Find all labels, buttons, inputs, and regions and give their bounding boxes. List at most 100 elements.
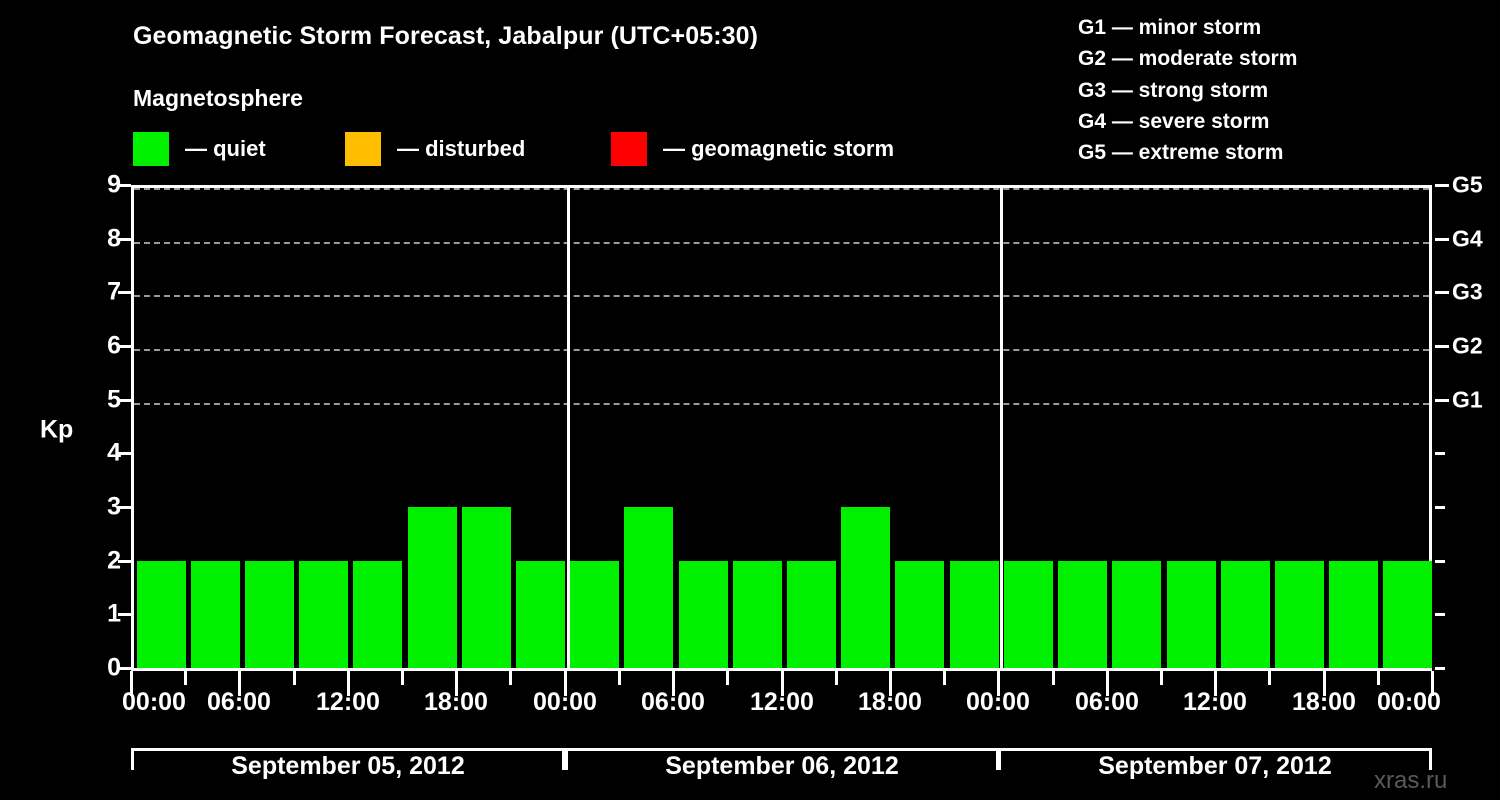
x-tick <box>1377 671 1380 685</box>
x-tick-label: 18:00 <box>424 688 488 716</box>
gscale-item-g4: G4 — severe storm <box>1078 109 1270 133</box>
bar <box>787 561 836 668</box>
x-tick <box>238 671 241 696</box>
y-tick-label: 5 <box>107 385 121 414</box>
gscale-legend: G1 — minor storm G2 — moderate storm G3 … <box>1078 12 1498 168</box>
g-axis-tick <box>1435 506 1445 509</box>
day-divider <box>1000 185 1003 668</box>
x-tick <box>347 671 350 696</box>
bar <box>1383 561 1432 668</box>
bar <box>1221 561 1270 668</box>
x-tick-label: 06:00 <box>1075 688 1139 716</box>
bar <box>733 561 782 668</box>
x-tick-label: 18:00 <box>858 688 922 716</box>
page-title: Geomagnetic Storm Forecast, Jabalpur (UT… <box>133 22 759 50</box>
x-axis-line <box>131 668 1432 671</box>
red-square-swatch-icon <box>611 132 647 166</box>
g-axis-tick <box>1435 291 1449 294</box>
legend-item-storm: — geomagnetic storm <box>611 131 894 167</box>
y-tick <box>118 667 131 670</box>
y-tick <box>118 452 131 455</box>
g-axis-label-g2: G2 <box>1452 332 1483 359</box>
x-tick-label: 00:00 <box>966 688 1030 716</box>
y-tick <box>118 291 131 294</box>
x-tick <box>835 671 838 685</box>
gscale-item-g1: G1 — minor storm <box>1078 16 1262 39</box>
legend-label-quiet: — quiet <box>185 136 266 161</box>
bar <box>516 561 565 668</box>
x-tick <box>130 671 133 696</box>
x-tick <box>509 671 512 685</box>
x-tick-label: 00:00 <box>122 688 186 716</box>
gridline-kp-5 <box>134 402 1429 405</box>
x-tick <box>889 671 892 696</box>
bar <box>462 507 511 668</box>
g-axis-tick <box>1435 613 1445 616</box>
x-tick <box>1323 671 1326 696</box>
x-tick <box>1268 671 1271 685</box>
legend-item-quiet: — quiet <box>133 131 266 167</box>
x-tick <box>1160 671 1163 685</box>
watermark: xras.ru <box>1374 767 1448 794</box>
g-axis-label-g1: G1 <box>1452 386 1483 413</box>
bar <box>1329 561 1378 668</box>
x-tick <box>1106 671 1109 696</box>
bar <box>950 561 999 668</box>
bar <box>137 561 186 668</box>
x-tick <box>726 671 729 685</box>
y-tick <box>118 560 131 563</box>
bar <box>1058 561 1107 668</box>
x-tick-label: 06:00 <box>641 688 705 716</box>
x-tick <box>293 671 296 685</box>
x-tick <box>943 671 946 685</box>
legend-label-disturbed: — disturbed <box>397 136 526 161</box>
bar-series <box>134 188 1432 668</box>
y-tick-label: 4 <box>107 438 121 467</box>
day-divider <box>567 185 570 668</box>
gscale-item-g3: G3 — strong storm <box>1078 78 1269 102</box>
g-axis-tick <box>1435 560 1445 563</box>
green-square-swatch-icon <box>133 132 169 166</box>
g-axis-tick <box>1435 667 1445 670</box>
y-tick <box>118 506 131 509</box>
g-axis-tick <box>1435 238 1449 241</box>
gridline-kp-7 <box>134 295 1429 298</box>
bar <box>1167 561 1216 668</box>
g-axis-label-g5: G5 <box>1452 171 1483 198</box>
gridline-kp-6 <box>134 349 1429 351</box>
y-tick-label: 6 <box>107 331 121 360</box>
day-bracket <box>998 748 1432 770</box>
bar <box>1275 561 1324 668</box>
g-axis-tick <box>1435 399 1449 402</box>
g-axis-tick <box>1435 345 1449 348</box>
legend-label-storm: — geomagnetic storm <box>663 136 895 161</box>
x-tick <box>401 671 404 685</box>
y-tick-label: 7 <box>107 277 121 306</box>
y-tick-label: 0 <box>107 653 121 682</box>
bar <box>895 561 944 668</box>
x-tick <box>1052 671 1055 685</box>
x-tick <box>781 671 784 696</box>
day-bracket <box>565 748 999 770</box>
amber-square-swatch-icon <box>345 132 381 166</box>
y-tick-label: 9 <box>107 170 121 199</box>
gridline-kp-9 <box>134 188 1429 190</box>
plot-area <box>131 185 1432 668</box>
bar <box>1004 561 1053 668</box>
bar <box>570 561 619 668</box>
bar <box>353 561 402 668</box>
x-tick <box>618 671 621 685</box>
x-tick <box>997 671 1000 696</box>
x-tick-label: 06:00 <box>207 688 271 716</box>
bar <box>299 561 348 668</box>
x-tick <box>564 671 567 696</box>
bar <box>408 507 457 668</box>
x-tick-label: 00:00 <box>1377 688 1441 716</box>
x-tick-label: 12:00 <box>750 688 814 716</box>
bar <box>624 507 673 668</box>
day-bracket <box>131 748 565 770</box>
day-label: September 05, 2012 <box>231 752 465 780</box>
x-tick <box>184 671 187 685</box>
day-label: September 07, 2012 <box>1098 752 1332 780</box>
